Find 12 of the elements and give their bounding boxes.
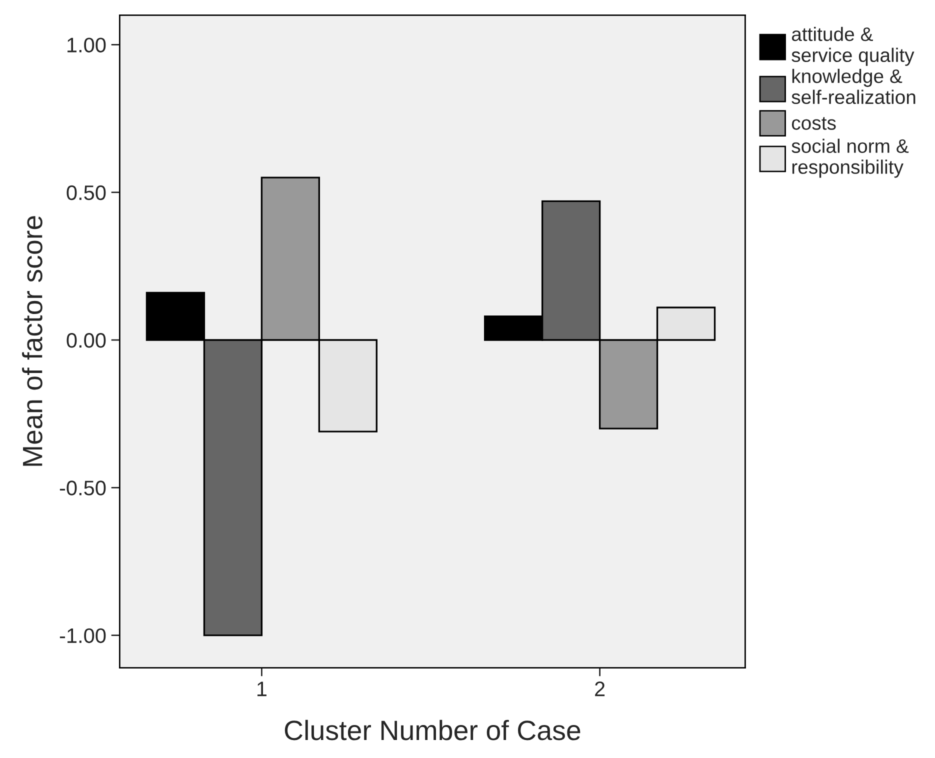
legend-label: social norm & responsibility bbox=[792, 138, 909, 178]
legend-label: costs bbox=[792, 117, 836, 130]
y-tick-label: 1.00 bbox=[68, 38, 106, 52]
legend-label: knowledge & self-realization bbox=[792, 68, 916, 104]
y-tick-label: 0.50 bbox=[66, 185, 106, 200]
y-axis-title: Mean of factor score bbox=[22, 216, 42, 466]
y-tick-label: -0.50 bbox=[60, 480, 106, 496]
x-tick-label: 2 bbox=[595, 682, 605, 696]
y-tick-label: -1.00 bbox=[60, 628, 106, 644]
x-tick-label: 1 bbox=[257, 682, 266, 696]
y-tick-label: 0.00 bbox=[66, 333, 106, 348]
x-axis-title: Cluster Number of Case bbox=[284, 720, 580, 740]
